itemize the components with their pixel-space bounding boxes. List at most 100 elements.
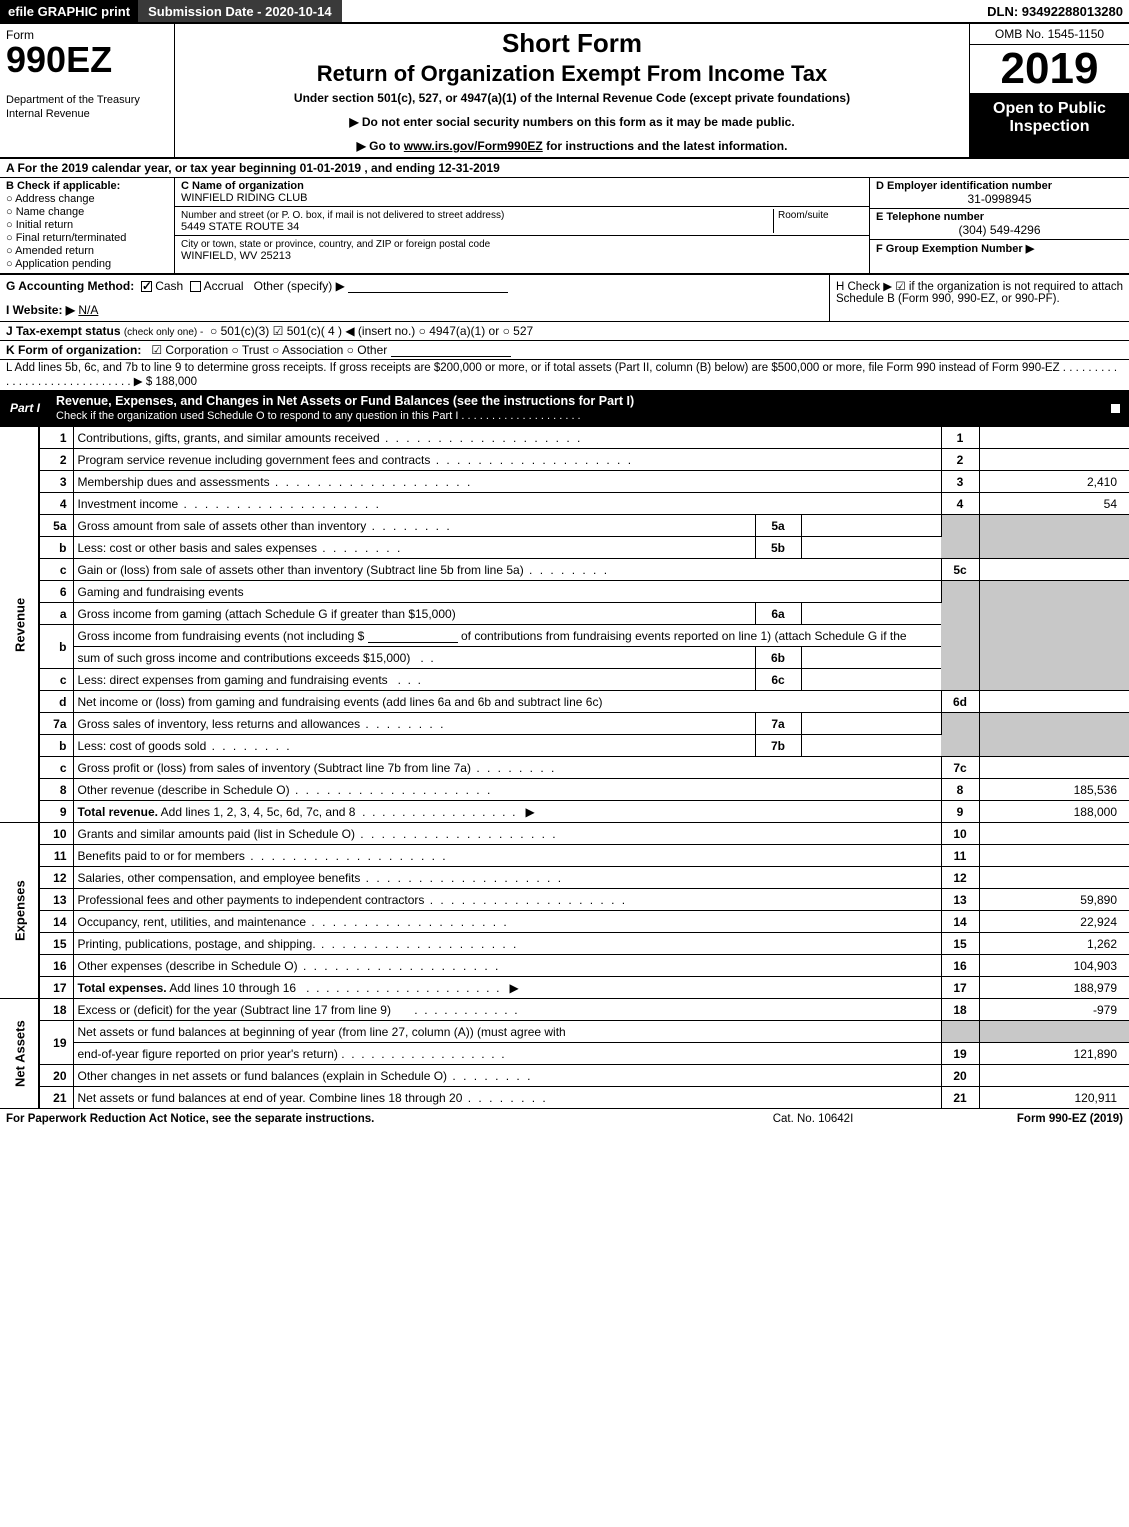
line-ref: 19 — [941, 1043, 979, 1065]
entity-mid: C Name of organization WINFIELD RIDING C… — [175, 178, 869, 273]
chk-amended-return[interactable]: Amended return — [6, 245, 168, 257]
part-i-checkbox[interactable] — [1110, 403, 1121, 414]
row-num: 16 — [39, 955, 73, 977]
grey-cell — [979, 1021, 1129, 1043]
line-ref: 3 — [941, 471, 979, 493]
line-6-text: Gaming and fundraising events — [73, 581, 941, 603]
line-2-amount — [979, 449, 1129, 471]
line-6a-subamt — [801, 603, 941, 625]
line-2-text: Program service revenue including govern… — [78, 453, 634, 467]
section-b: B Check if applicable: Address change Na… — [0, 178, 175, 273]
part-i-title: Revenue, Expenses, and Changes in Net As… — [50, 391, 1099, 425]
line-6b-subamt — [801, 647, 941, 669]
line-7a-text: Gross sales of inventory, less returns a… — [78, 717, 446, 731]
line-ref: 9 — [941, 801, 979, 823]
row-text: Other revenue (describe in Schedule O) — [73, 779, 941, 801]
k-options[interactable]: ☑ Corporation ○ Trust ○ Association ○ Ot… — [151, 343, 387, 357]
line-3-amount: 2,410 — [979, 471, 1129, 493]
efile-label[interactable]: efile GRAPHIC print — [0, 0, 138, 22]
chk-initial-return[interactable]: Initial return — [6, 219, 168, 231]
line-7a-subamt — [801, 713, 941, 735]
row-num: d — [39, 691, 73, 713]
line-6c-subamt — [801, 669, 941, 691]
city-row: City or town, state or province, country… — [175, 236, 869, 264]
section-g: G Accounting Method: Cash Accrual Other … — [0, 275, 829, 321]
row-num: 18 — [39, 999, 73, 1021]
form-number: 990EZ — [6, 44, 168, 76]
line-5b-text: Less: cost or other basis and sales expe… — [78, 541, 403, 555]
header-left: Form 990EZ Department of the Treasury In… — [0, 24, 175, 157]
row-num: 11 — [39, 845, 73, 867]
c-label: C Name of organization — [181, 180, 304, 192]
g-other-input[interactable] — [348, 281, 508, 293]
city-state-zip: WINFIELD, WV 25213 — [181, 250, 291, 262]
cat-no: Cat. No. 10642I — [703, 1113, 923, 1125]
line-a-tax-year: A For the 2019 calendar year, or tax yea… — [0, 159, 1129, 178]
j-options[interactable]: ○ 501(c)(3) ☑ 501(c)( 4 ) ◀ (insert no.)… — [210, 324, 533, 338]
section-k: K Form of organization: ☑ Corporation ○ … — [0, 341, 1129, 360]
row-text: Less: cost or other basis and sales expe… — [73, 537, 755, 559]
j-label: J Tax-exempt status — [6, 324, 121, 338]
line-9-bold: Total revenue. — [78, 805, 158, 819]
financial-table: Revenue 1 Contributions, gifts, grants, … — [0, 426, 1129, 1109]
top-bar: efile GRAPHIC print Submission Date - 20… — [0, 0, 1129, 24]
f-label: F Group Exemption Number ▶ — [876, 243, 1034, 255]
row-text: Other expenses (describe in Schedule O) — [73, 955, 941, 977]
row-num: 2 — [39, 449, 73, 471]
irs-link[interactable]: www.irs.gov/Form990EZ — [404, 139, 543, 153]
line-4-text: Investment income — [78, 497, 381, 511]
row-text: Grants and similar amounts paid (list in… — [73, 823, 941, 845]
line-6b-input[interactable] — [368, 631, 458, 643]
row-text: Less: cost of goods sold — [73, 735, 755, 757]
sub-label: 6c — [755, 669, 801, 691]
line-ref: 21 — [941, 1087, 979, 1109]
line-20-amount — [979, 1065, 1129, 1087]
chk-accrual[interactable] — [190, 281, 201, 292]
b-title: B Check if applicable: — [6, 180, 168, 192]
part-i-title-text: Revenue, Expenses, and Changes in Net As… — [56, 394, 634, 408]
line-12-amount — [979, 867, 1129, 889]
line-ref: 11 — [941, 845, 979, 867]
line-14-amount: 22,924 — [979, 911, 1129, 933]
address-row: Number and street (or P. O. box, if mail… — [175, 207, 869, 236]
row-num: 19 — [39, 1021, 73, 1065]
section-j: J Tax-exempt status (check only one) - ○… — [0, 322, 1129, 341]
line-10-text: Grants and similar amounts paid (list in… — [78, 827, 558, 841]
line-ref: 12 — [941, 867, 979, 889]
line-6a-text: Gross income from gaming (attach Schedul… — [73, 603, 755, 625]
row-num: 13 — [39, 889, 73, 911]
sub-label: 6a — [755, 603, 801, 625]
line-13-text: Professional fees and other payments to … — [78, 893, 628, 907]
sub-label: 5b — [755, 537, 801, 559]
chk-final-return[interactable]: Final return/terminated — [6, 232, 168, 244]
row-num: 10 — [39, 823, 73, 845]
line-16-text: Other expenses (describe in Schedule O) — [78, 959, 501, 973]
tax-year: 2019 — [970, 45, 1129, 94]
chk-application-pending[interactable]: Application pending — [6, 258, 168, 270]
line-15-text: Printing, publications, postage, and shi… — [78, 937, 519, 951]
line-6b-text-1: Gross income from fundraising events (no… — [73, 625, 941, 647]
chk-cash[interactable] — [141, 281, 152, 292]
grey-cell — [941, 713, 979, 757]
line-19-text-2: end-of-year figure reported on prior yea… — [73, 1043, 941, 1065]
dln-label: DLN: 93492288013280 — [981, 0, 1129, 22]
k-other-input[interactable] — [391, 345, 511, 357]
row-num: 1 — [39, 427, 73, 449]
chk-name-change[interactable]: Name change — [6, 206, 168, 218]
i-label: I Website: ▶ — [6, 303, 75, 317]
header-sub2: ▶ Do not enter social security numbers o… — [183, 115, 961, 129]
section-e: E Telephone number (304) 549-4296 — [870, 209, 1129, 240]
row-text: Other changes in net assets or fund bala… — [73, 1065, 941, 1087]
line-5b-subamt — [801, 537, 941, 559]
sub3-pre: ▶ Go to — [357, 139, 404, 153]
line-13-amount: 59,890 — [979, 889, 1129, 911]
line-17-amount: 188,979 — [979, 977, 1129, 999]
row-num: 6 — [39, 581, 73, 603]
row-text: Printing, publications, postage, and shi… — [73, 933, 941, 955]
chk-address-change[interactable]: Address change — [6, 193, 168, 205]
row-text: Investment income — [73, 493, 941, 515]
row-num: 12 — [39, 867, 73, 889]
footer-notice: For Paperwork Reduction Act Notice, see … — [6, 1113, 703, 1125]
header-sub3: ▶ Go to www.irs.gov/Form990EZ for instru… — [183, 139, 961, 153]
line-18-amount: -979 — [979, 999, 1129, 1021]
